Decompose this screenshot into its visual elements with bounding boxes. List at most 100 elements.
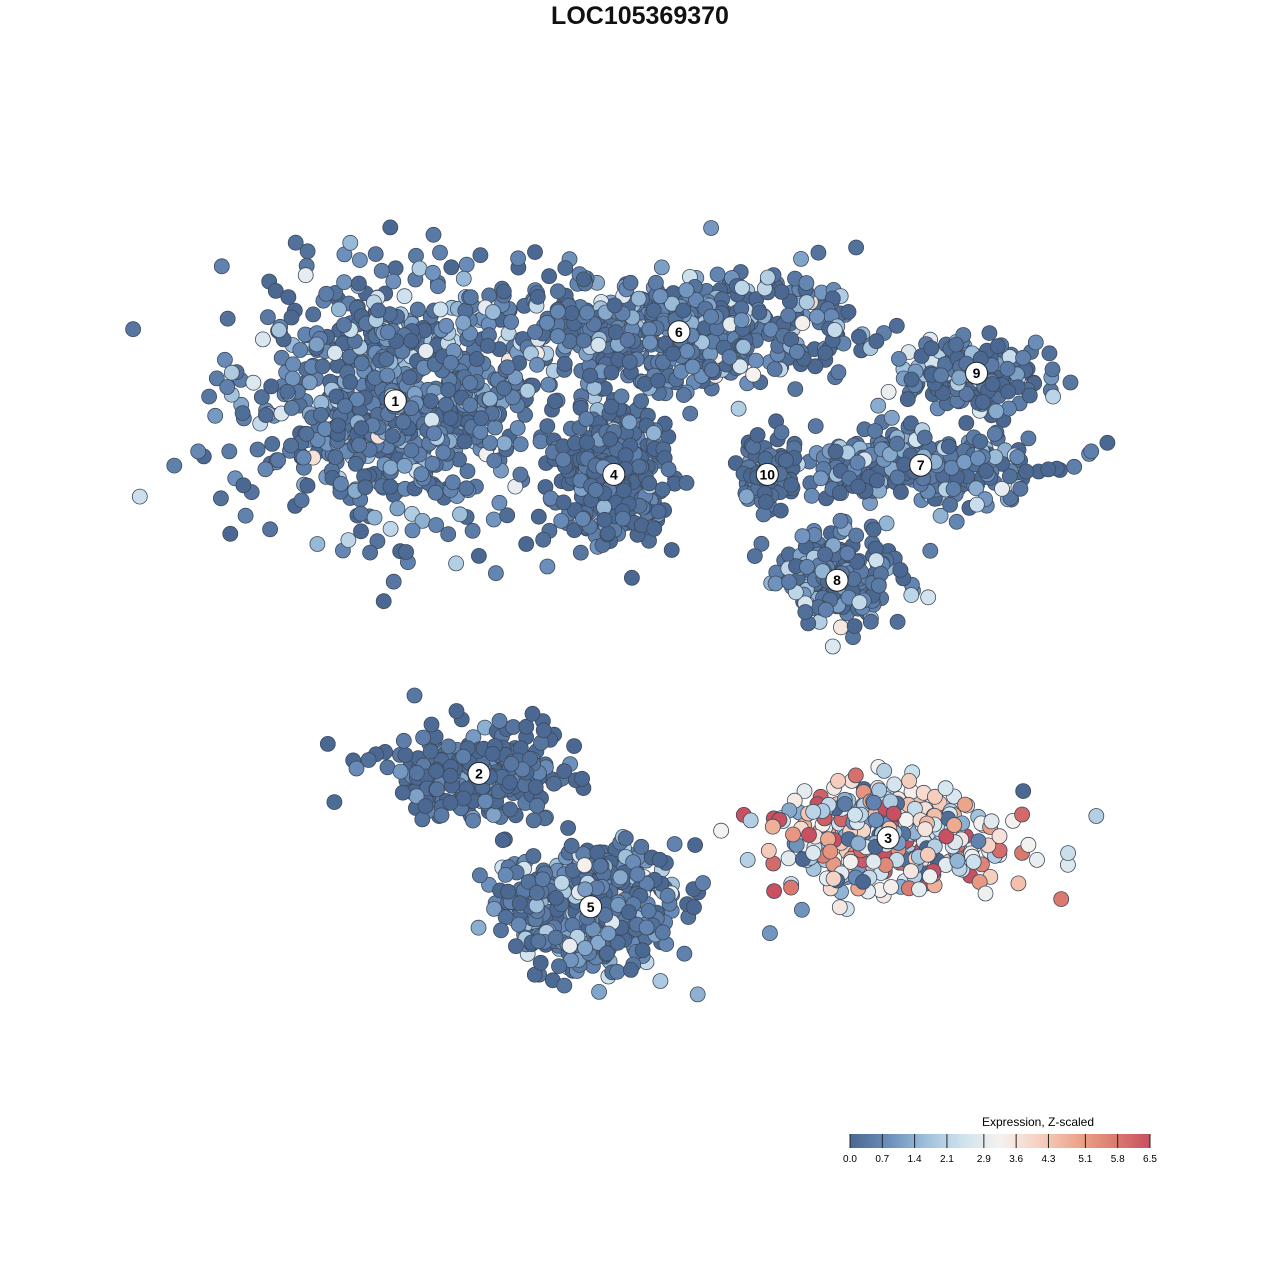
cell-point — [443, 259, 460, 276]
cell-point — [264, 435, 281, 452]
cell-point — [560, 820, 576, 836]
cluster-label-text: 3 — [884, 830, 892, 846]
cell-point — [487, 565, 504, 582]
cell-point — [1020, 836, 1037, 853]
cell-point — [592, 858, 609, 874]
cell-point — [485, 511, 502, 528]
cell-point — [653, 259, 670, 276]
cluster-label-4: 4 — [602, 462, 626, 486]
cell-point — [561, 938, 578, 954]
cell-point — [347, 455, 364, 472]
cell-point — [318, 285, 335, 302]
cell-point — [591, 984, 607, 1000]
cell-point — [678, 474, 695, 491]
cell-point — [499, 359, 516, 376]
cell-point — [1015, 783, 1032, 799]
cell-point — [330, 301, 347, 318]
cell-point — [566, 738, 582, 754]
cell-point — [452, 506, 468, 523]
cell-point — [615, 482, 632, 499]
cluster-label-1: 1 — [383, 389, 407, 413]
cell-point — [395, 414, 412, 430]
cell-point — [855, 874, 871, 890]
cell-point — [796, 783, 813, 799]
cell-point — [426, 425, 443, 442]
cell-point — [336, 274, 353, 291]
cell-point — [759, 269, 776, 286]
cell-point — [676, 945, 693, 962]
cell-point — [254, 331, 271, 348]
cell-point — [862, 613, 879, 630]
cell-point — [703, 220, 719, 236]
cell-point — [596, 511, 613, 528]
cell-point — [575, 332, 592, 349]
cell-point — [922, 868, 938, 885]
cell-point — [633, 393, 649, 410]
cell-point — [641, 475, 658, 492]
cell-point — [805, 803, 822, 820]
cell-point — [827, 443, 844, 460]
cell-point — [539, 314, 555, 331]
cell-point — [1000, 383, 1017, 400]
legend-tick-label: 2.1 — [940, 1154, 954, 1165]
cell-point — [547, 929, 564, 946]
cell-point — [619, 332, 636, 348]
cell-point — [550, 283, 566, 300]
cell-point — [440, 382, 457, 398]
cell-point — [464, 522, 481, 539]
cell-point — [491, 713, 508, 729]
cell-point — [502, 801, 518, 818]
cell-point — [972, 433, 989, 450]
cell-point — [870, 397, 887, 414]
cluster-label-text: 8 — [833, 572, 841, 588]
cell-point — [794, 528, 811, 545]
cell-point — [539, 418, 556, 435]
legend-tick-label: 3.6 — [1009, 1154, 1023, 1165]
cell-point — [385, 573, 402, 590]
cell-point — [540, 376, 557, 393]
cell-point — [1029, 852, 1045, 868]
cell-point — [563, 837, 580, 854]
cluster-label-7: 7 — [909, 453, 933, 477]
cell-point — [634, 942, 651, 959]
cell-point — [382, 219, 399, 236]
cell-point — [1083, 443, 1100, 460]
cell-point — [279, 383, 296, 400]
cell-point — [342, 234, 359, 251]
cell-point — [624, 569, 640, 586]
cell-point — [379, 367, 396, 384]
cell-point — [425, 226, 442, 243]
cell-point — [442, 795, 459, 811]
cell-point — [675, 302, 692, 319]
cell-point — [271, 322, 287, 339]
cell-point — [340, 532, 357, 548]
cell-point — [640, 903, 657, 919]
cell-point — [1045, 388, 1061, 405]
cell-point — [957, 796, 973, 813]
cell-point — [529, 356, 545, 373]
cell-point — [299, 243, 316, 260]
cell-point — [789, 343, 805, 360]
cell-point — [831, 484, 848, 501]
cell-point — [284, 370, 301, 387]
cell-point — [648, 274, 664, 291]
cell-point — [865, 521, 882, 538]
cell-point — [663, 542, 680, 558]
cell-point — [510, 250, 526, 267]
cell-point — [646, 520, 663, 537]
cell-point — [485, 304, 501, 320]
cell-point — [1020, 430, 1037, 447]
cell-point — [582, 367, 598, 384]
cell-point — [456, 433, 473, 450]
cell-point — [652, 973, 669, 989]
cell-point — [948, 336, 964, 353]
cell-point — [846, 618, 863, 634]
cell-point — [262, 521, 279, 538]
cell-point — [749, 427, 766, 443]
cell-point — [903, 587, 920, 603]
cell-point — [530, 508, 547, 525]
cell-point — [312, 406, 329, 423]
cell-point — [235, 477, 252, 494]
cell-point — [885, 805, 902, 822]
